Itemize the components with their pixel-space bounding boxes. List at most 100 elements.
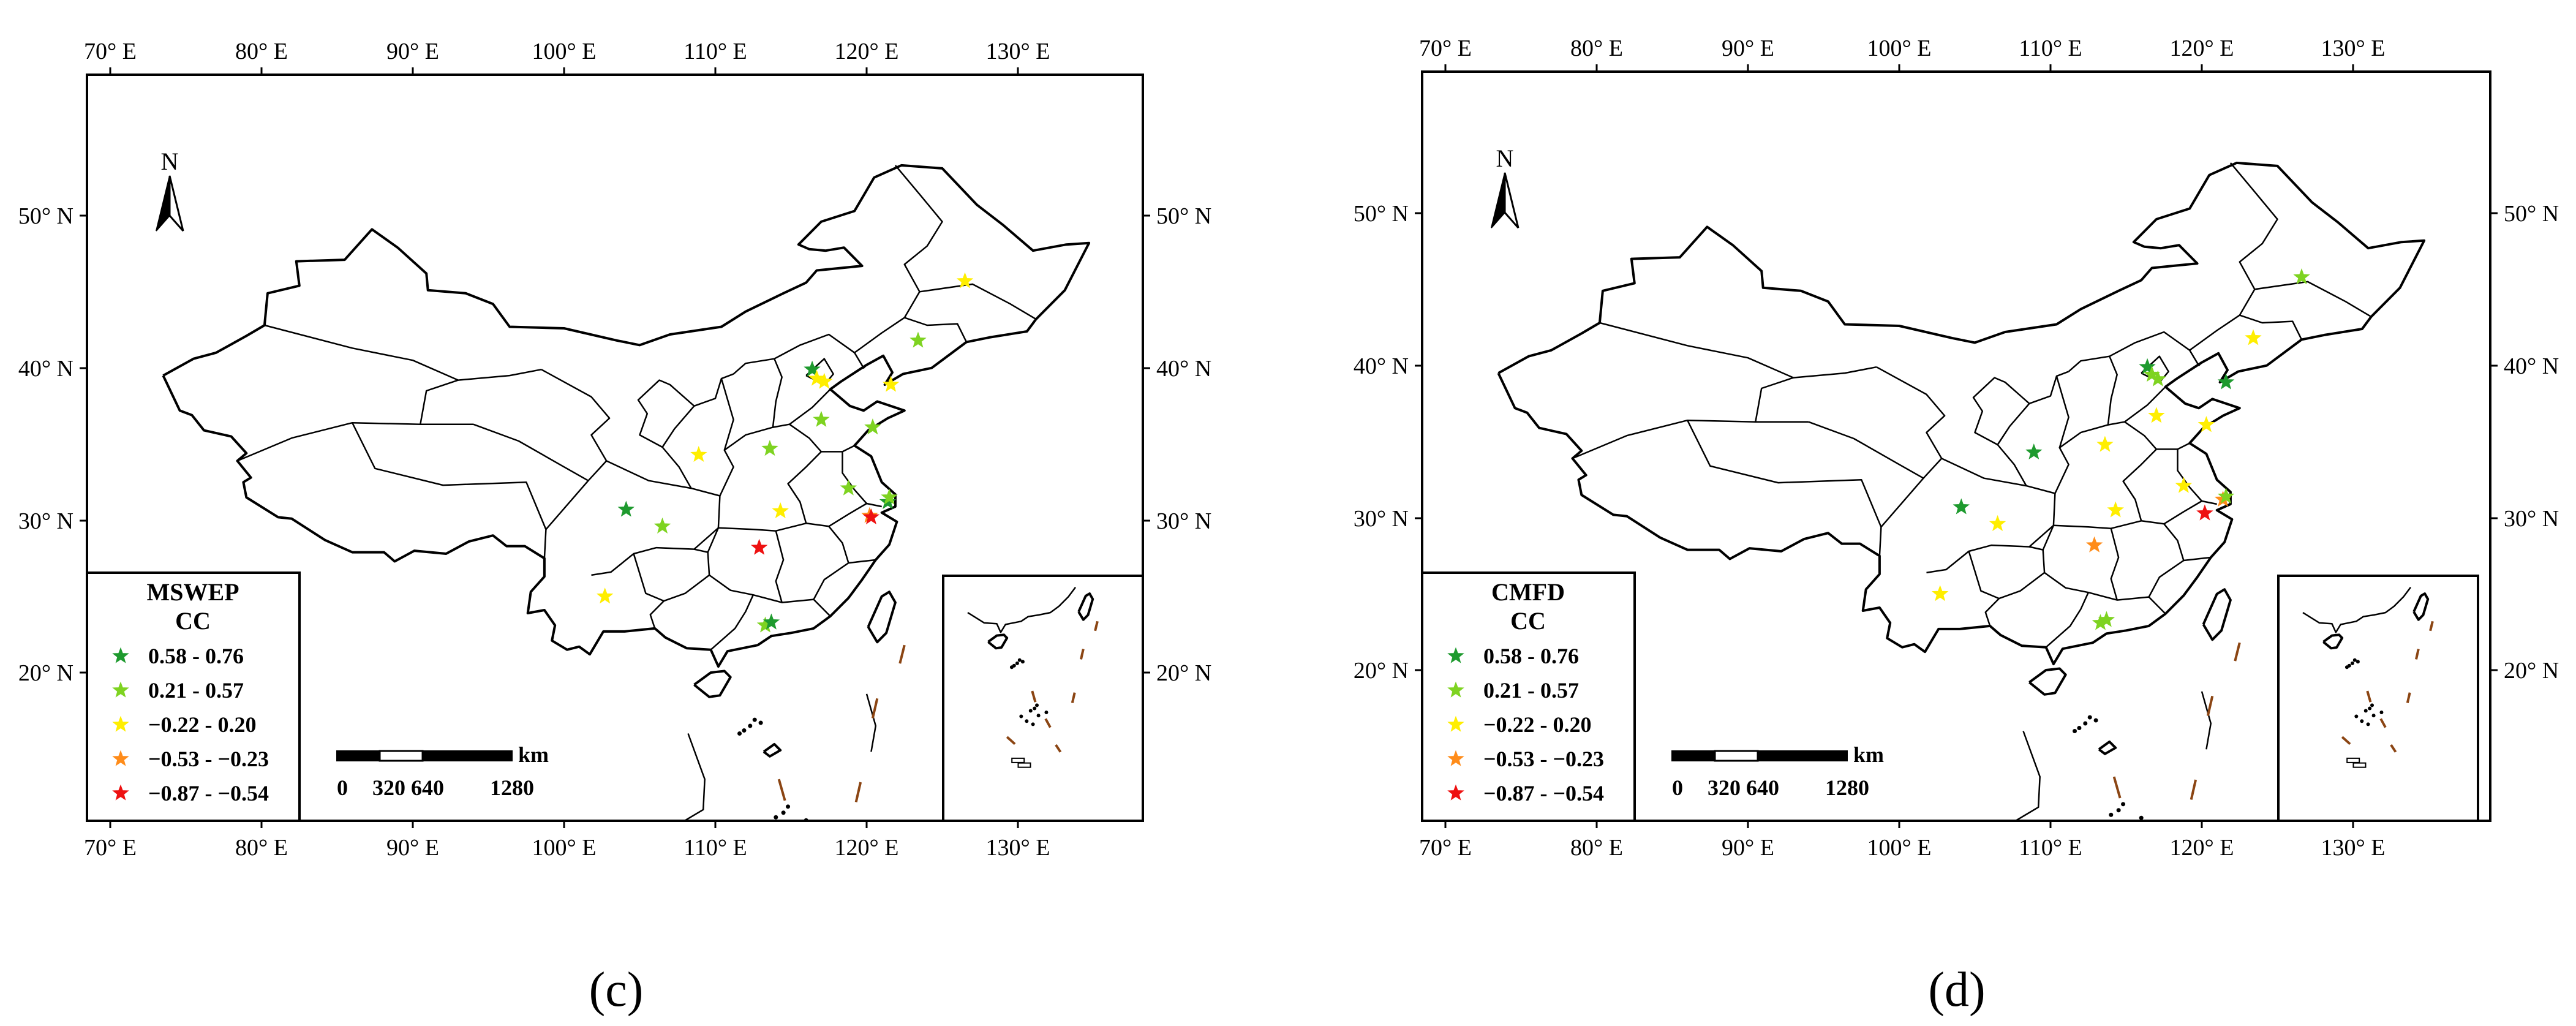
island-dot <box>752 717 757 722</box>
scale-bar-label: 320 <box>1708 775 1741 800</box>
inset-island-dot <box>1015 661 1019 665</box>
scale-bar-segment <box>1714 750 1759 762</box>
province-boundary <box>2122 442 2190 521</box>
legend-star-icon <box>112 750 129 766</box>
legend-star-icon <box>112 647 129 663</box>
province-boundary <box>2042 520 2185 598</box>
station-marker <box>2293 268 2310 285</box>
province-boundary <box>733 358 783 428</box>
island-dot <box>2077 725 2082 730</box>
inset-island-dot <box>1020 660 1025 664</box>
province-boundary <box>1926 458 2056 574</box>
inset-nine-dash <box>1006 736 1016 745</box>
province-boundary <box>352 422 547 559</box>
nine-dash-segment <box>2066 865 2081 878</box>
province-boundary <box>1984 598 2000 627</box>
legend-class-label: 0.58 - 0.76 <box>1483 644 1579 668</box>
province-boundary <box>420 379 459 424</box>
legend-star-icon <box>1447 681 1464 698</box>
lon-tick-label-top: 70° E <box>1419 36 1472 61</box>
province-boundary <box>473 369 611 481</box>
island-dot <box>786 804 791 809</box>
nine-dash-segment <box>2206 695 2214 717</box>
inset-island-dot <box>1017 658 1022 662</box>
legend-title: CMFD <box>1491 578 1565 606</box>
inset-content <box>967 586 1099 768</box>
lat-tick-label-right: 30° N <box>1156 508 1211 534</box>
inset-nine-dash <box>1044 718 1052 728</box>
station-marker <box>763 613 780 630</box>
province-boundary <box>264 324 542 381</box>
station-marker <box>2085 536 2103 553</box>
station-marker <box>2245 329 2262 345</box>
lon-tick-label-top: 110° E <box>684 39 747 64</box>
scale-bar-label: 0 <box>1672 775 1683 800</box>
island-dot <box>2109 812 2114 817</box>
island-dot <box>774 815 778 820</box>
inset-island-dot <box>2371 714 2376 718</box>
inset-island-dot <box>2354 714 2359 719</box>
legend-star-icon <box>1447 647 1464 663</box>
station-marker <box>2139 358 2156 374</box>
station-marker <box>2025 443 2043 460</box>
scale-bar-segment <box>1757 750 1848 761</box>
legend-class-label: −0.53 - −0.23 <box>1483 747 1604 771</box>
nine-dash-segment <box>777 779 786 801</box>
inset-island-dot <box>2379 711 2384 715</box>
province-boundary <box>842 451 867 504</box>
province-boundary <box>1880 477 1924 528</box>
island-dot <box>2114 839 2118 843</box>
legend-title: MSWEP <box>146 578 239 606</box>
lon-tick-label-top: 80° E <box>235 39 288 64</box>
scale-bar-label: 0 <box>337 775 348 800</box>
station-marker <box>2098 611 2115 627</box>
nine-dash-segment <box>854 782 862 802</box>
province-boundary <box>707 522 849 600</box>
taiwan-island <box>867 590 897 644</box>
inset-island-dot <box>1028 709 1033 713</box>
province-boundary <box>775 530 785 603</box>
province-boundary <box>1755 377 1794 422</box>
legend-star-icon <box>1447 750 1464 766</box>
station-marker <box>882 375 900 392</box>
scale-bar-unit: km <box>518 742 549 767</box>
province-boundary <box>2054 421 2157 494</box>
lon-tick-label-bottom: 120° E <box>835 835 899 861</box>
station-marker <box>2196 504 2213 521</box>
inset-nine-dash <box>2366 690 2372 703</box>
legend-class-label: −0.87 - −0.54 <box>148 781 269 805</box>
island-dot <box>2093 718 2098 723</box>
nine-dash-segment <box>2160 880 2169 894</box>
lat-tick-label-right: 40° N <box>1156 356 1211 382</box>
province-boundary <box>2163 500 2217 525</box>
station-marker <box>2149 370 2167 387</box>
scale-bar-label: 1280 <box>1825 775 1869 800</box>
station-marker <box>2198 416 2215 432</box>
nine-dash-segment <box>824 883 834 896</box>
north-label: N <box>1496 145 1514 172</box>
station-marker <box>2148 407 2165 423</box>
lat-tick-label-right: 20° N <box>2504 658 2559 684</box>
island-dot <box>2073 728 2077 733</box>
station-marker <box>813 410 830 427</box>
station-marker <box>881 488 898 505</box>
inset-nine-dash <box>1055 744 1062 753</box>
lon-tick-label-bottom: 80° E <box>1570 835 1623 861</box>
province-boundary <box>649 600 665 629</box>
lat-tick-label-right: 20° N <box>1156 660 1211 686</box>
country-outline <box>1497 161 2426 666</box>
lon-tick-label-bottom: 80° E <box>235 835 288 861</box>
reef-outline <box>2098 740 2117 755</box>
station-marker <box>816 372 833 389</box>
lon-tick-label-top: 90° E <box>386 39 439 64</box>
lon-tick-label-bottom: 70° E <box>1419 835 1472 861</box>
scale-bar-label: 320 <box>372 775 405 800</box>
panel-label: (c) <box>589 963 644 1017</box>
scale-bar-segment <box>378 750 424 762</box>
lat-tick-label-right: 40° N <box>2504 353 2559 379</box>
station-marker <box>1931 585 1949 602</box>
legend-class-label: 0.21 - 0.57 <box>148 678 244 703</box>
lon-tick-label-bottom: 90° E <box>1722 835 1774 861</box>
province-boundary <box>919 283 1037 320</box>
province-boundary <box>2110 528 2120 600</box>
